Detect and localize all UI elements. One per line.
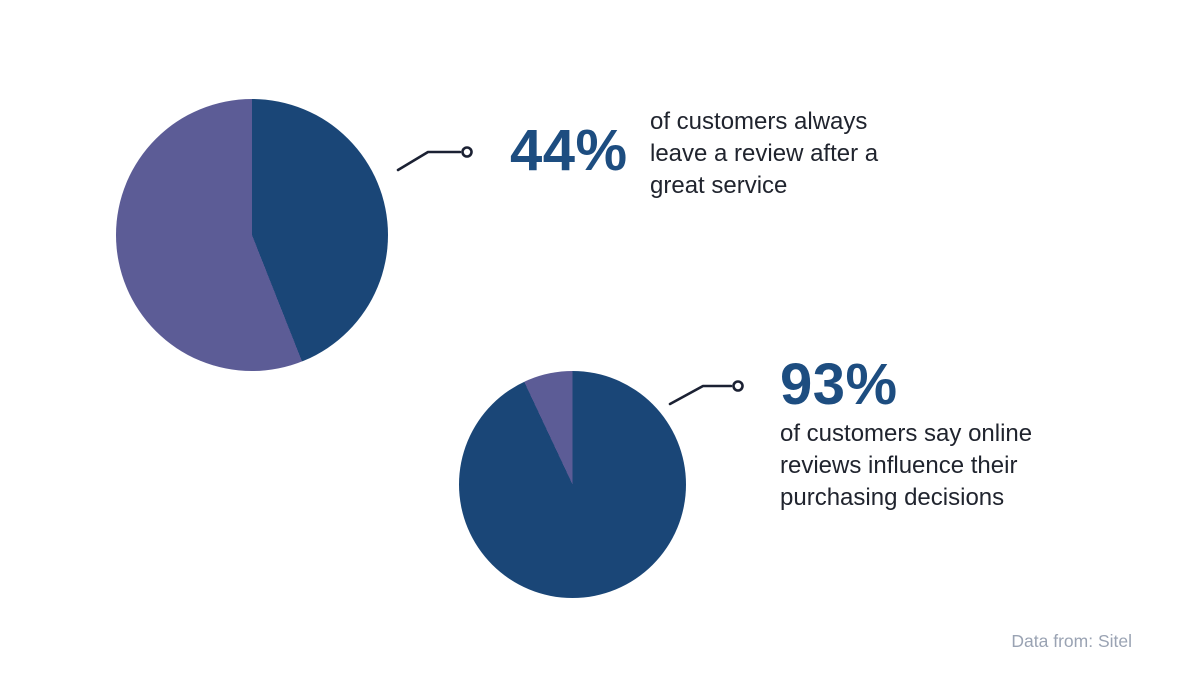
data-source-note: Data from: Sitel	[1011, 631, 1132, 651]
stat-description-44: of customers always leave a review after…	[650, 106, 878, 202]
stat-description-93: of customers say online reviews influenc…	[780, 418, 1032, 514]
callout-line-icon	[396, 146, 473, 172]
stat-description-line: purchasing decisions	[780, 484, 1005, 511]
callout-line-icon	[668, 380, 744, 406]
stat-value-44: 44%	[510, 118, 628, 183]
pie-chart-always-leave-review	[116, 99, 388, 371]
stat-description-line: leave a review after a	[650, 140, 879, 167]
stat-description-line: great service	[650, 172, 788, 199]
pie-chart-reviews-influence-purchasing	[459, 371, 686, 598]
stat-value-93: 93%	[780, 352, 898, 417]
stat-description-line: reviews influence their	[780, 452, 1018, 479]
stat-description-line: of customers say online	[780, 420, 1033, 447]
stat-description-line: of customers always	[650, 108, 868, 135]
